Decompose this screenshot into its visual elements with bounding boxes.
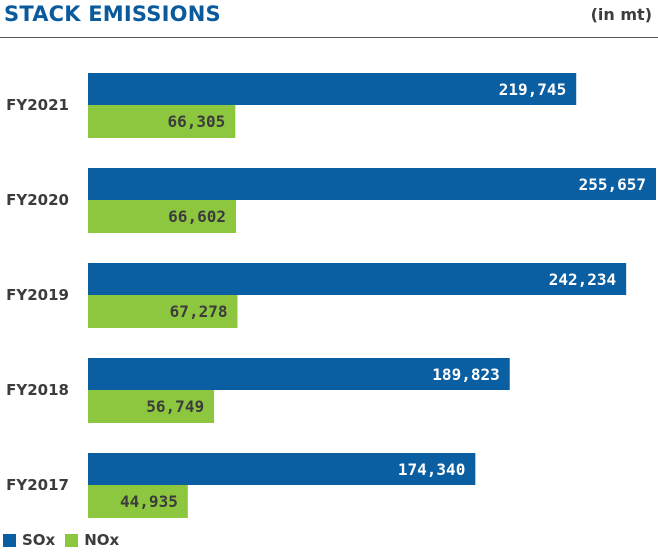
legend-item-sox: SOx (3, 531, 55, 549)
bar-sox (88, 263, 627, 295)
data-label-sox: 174,340 (398, 460, 465, 479)
legend: SOx NOx (3, 531, 129, 549)
unit-label: (in mt) (590, 5, 652, 24)
legend-label-nox: NOx (84, 531, 120, 549)
data-label-sox: 242,234 (549, 270, 616, 289)
bar-sox (88, 168, 656, 200)
bar-nox (88, 200, 236, 233)
bar-sox (88, 73, 577, 105)
category-label: FY2020 (6, 191, 69, 209)
bar-nox (88, 485, 188, 518)
data-label-sox: 255,657 (579, 175, 646, 194)
legend-swatch-nox (65, 533, 79, 547)
bar-sox (88, 358, 510, 390)
bar-nox (88, 295, 238, 328)
category-label: FY2019 (6, 286, 69, 304)
bar-nox (88, 390, 215, 423)
data-label-sox: 189,823 (432, 365, 499, 384)
data-label-sox: 219,745 (499, 80, 566, 99)
category-label: FY2021 (6, 96, 69, 114)
data-label-nox: 67,278 (170, 302, 228, 321)
legend-item-nox: NOx (65, 531, 119, 549)
title-divider (0, 37, 658, 38)
chart-title: STACK EMISSIONS (4, 2, 221, 26)
legend-swatch-sox (3, 533, 16, 547)
bar-nox (88, 105, 236, 138)
category-label: FY2018 (6, 381, 69, 399)
legend-label-sox: SOx (22, 531, 56, 549)
data-label-nox: 66,602 (168, 207, 226, 226)
data-label-nox: 56,749 (146, 397, 204, 416)
bar-sox (88, 453, 476, 485)
category-label: FY2017 (6, 476, 69, 494)
data-label-nox: 66,305 (168, 112, 226, 131)
data-label-nox: 44,935 (120, 492, 178, 511)
